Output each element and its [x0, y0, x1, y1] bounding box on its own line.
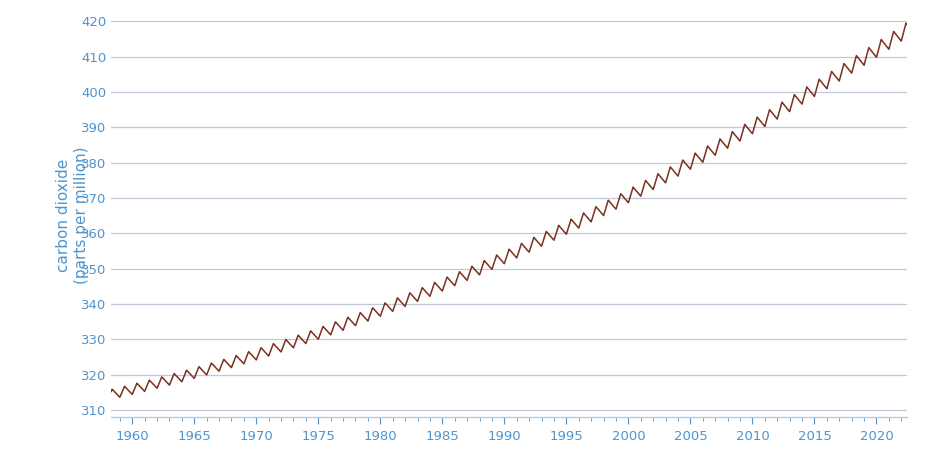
- Y-axis label: carbon dioxide
(parts per million): carbon dioxide (parts per million): [56, 147, 89, 284]
